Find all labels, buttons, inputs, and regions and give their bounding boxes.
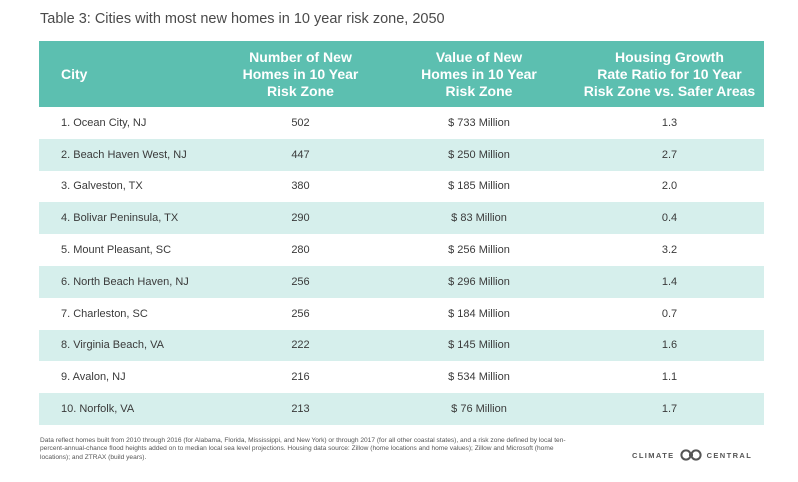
- cell-city: 10. Norfolk, VA: [61, 403, 135, 416]
- data-table: City Number of New Homes in 10 Year Risk…: [39, 41, 764, 425]
- header-ratio-line: Housing Growth: [615, 48, 724, 65]
- header-ratio-line: Risk Zone vs. Safer Areas: [583, 82, 756, 99]
- cell-value: $ 296 Million: [448, 275, 510, 288]
- cell-homes: 447: [291, 148, 310, 161]
- cell-ratio: 2.7: [661, 148, 678, 161]
- table-row: 1. Ocean City, NJ 502 $ 733 Million 1.3: [39, 107, 764, 139]
- table-title: Table 3: Cities with most new homes in 1…: [40, 11, 445, 27]
- table-row: 10. Norfolk, VA 213 $ 76 Million 1.7: [39, 393, 764, 425]
- table-row: 2. Beach Haven West, NJ 447 $ 250 Million 2…: [39, 138, 764, 171]
- cell-ratio: 3.2: [661, 244, 678, 257]
- header-city: City: [61, 65, 88, 82]
- brand-left-text: CLIMATE: [632, 450, 675, 460]
- cell-homes: 290: [291, 212, 310, 225]
- table-row: 5. Mount Pleasant, SC 280 $ 256 Million 3.2: [39, 234, 764, 266]
- cell-value: $ 534 Million: [448, 371, 510, 384]
- cell-homes: 256: [291, 275, 310, 288]
- cell-value: $ 184 Million: [448, 307, 510, 320]
- cell-city: 2. Beach Haven West, NJ: [61, 148, 187, 161]
- table-row: 9. Avalon, NJ 216 $ 534 Million 1.1: [39, 361, 764, 394]
- table-row: 4. Bolivar Peninsula, TX 290 $ 83 Million 0…: [39, 202, 764, 235]
- header-value-line: Risk Zone: [445, 82, 513, 99]
- cell-ratio: 1.1: [661, 371, 678, 384]
- header-homes-line: Homes in 10 Year: [242, 65, 359, 82]
- cell-value: $ 145 Million: [448, 339, 510, 352]
- cell-city: 3. Galveston, TX: [61, 180, 143, 193]
- cell-value: $ 256 Million: [448, 244, 510, 257]
- header-ratio-line: Rate Ratio for 10 Year: [597, 65, 742, 82]
- header-value-line: Homes in 10 Year: [421, 65, 537, 82]
- table-header-row: City Number of New Homes in 10 Year Risk…: [39, 41, 764, 107]
- cell-homes: 222: [291, 339, 310, 352]
- cell-value: $ 83 Million: [451, 212, 507, 225]
- climate-central-logo-icon: [679, 449, 702, 461]
- cell-homes: 256: [291, 307, 310, 320]
- cell-city: 6. North Beach Haven, NJ: [61, 275, 189, 288]
- table-row: 3. Galveston, TX 380 $ 185 Million 2.0: [39, 170, 764, 203]
- cell-ratio: 2.0: [661, 180, 678, 193]
- cell-ratio: 0.4: [661, 212, 678, 225]
- brand-right-text: CENTRAL: [706, 450, 753, 460]
- cell-city: 8. Virginia Beach, VA: [61, 339, 164, 352]
- header-value: Value of New Homes in 10 Year Risk Zone: [383, 49, 575, 100]
- header-homes: Number of New Homes in 10 Year Risk Zone: [218, 49, 383, 100]
- header-homes-line: Number of New: [249, 48, 352, 65]
- cell-city: 7. Charleston, SC: [61, 307, 148, 320]
- header-homes-line: Risk Zone: [267, 82, 334, 99]
- cell-ratio: 0.7: [661, 307, 678, 320]
- cell-city: 1. Ocean City, NJ: [61, 116, 147, 129]
- cell-ratio: 1.6: [661, 339, 678, 352]
- cell-homes: 216: [291, 371, 310, 384]
- cell-homes: 213: [291, 403, 310, 416]
- cell-value: $ 185 Million: [448, 180, 510, 193]
- table-row: 6. North Beach Haven, NJ 256 $ 296 Million…: [39, 265, 764, 298]
- cell-value: $ 250 Million: [448, 148, 510, 161]
- table-body: 1. Ocean City, NJ 502 $ 733 Million 1.3 2. B…: [39, 107, 764, 425]
- table-row: 7. Charleston, SC 256 $ 184 Million 0.7: [39, 297, 764, 330]
- cell-city: 5. Mount Pleasant, SC: [61, 244, 172, 257]
- cell-homes: 380: [291, 180, 310, 193]
- cell-ratio: 1.4: [661, 275, 678, 288]
- cell-homes: 502: [291, 116, 310, 129]
- header-value-line: Value of New: [435, 48, 523, 65]
- cell-homes: 280: [291, 244, 310, 257]
- brand-logo: CLIMATE CENTRAL: [632, 449, 752, 461]
- footnote: Data reflect homes built from 2010 throu…: [40, 437, 566, 461]
- cell-value: $ 733 Million: [448, 116, 510, 129]
- header-ratio: Housing Growth Rate Ratio for 10 Year Ri…: [575, 49, 764, 100]
- cell-ratio: 1.7: [661, 403, 678, 416]
- table-row: 8. Virginia Beach, VA 222 $ 145 Million 1.6: [39, 329, 764, 362]
- cell-city: 4. Bolivar Peninsula, TX: [61, 212, 179, 225]
- cell-ratio: 1.3: [661, 116, 678, 129]
- cell-value: $ 76 Million: [451, 403, 507, 416]
- cell-city: 9. Avalon, NJ: [61, 371, 126, 384]
